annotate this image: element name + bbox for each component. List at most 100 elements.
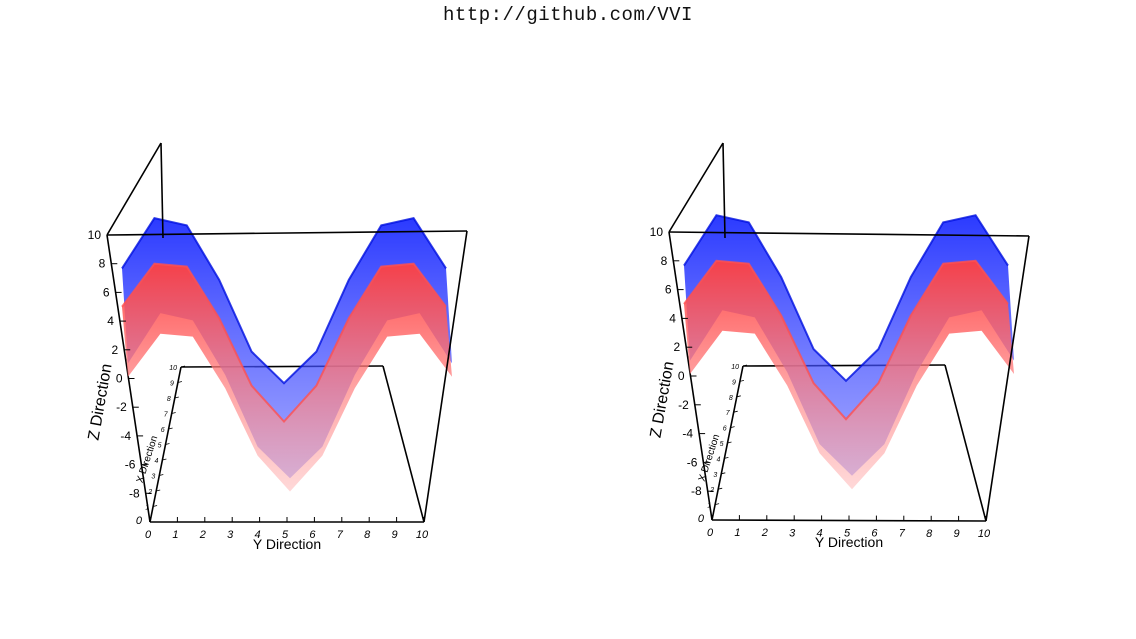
z-tick-label: -8	[129, 486, 140, 500]
y-tick-label: 7	[337, 529, 344, 541]
z-tick-label: 2	[674, 340, 681, 354]
x-tick	[736, 395, 741, 398]
y-axis-title: Y Direction	[815, 534, 883, 550]
x-tick	[727, 441, 732, 444]
z-tick-label: 8	[661, 254, 668, 268]
x-tick-label: 5	[158, 443, 162, 450]
surface-ridge-2	[683, 259, 1009, 421]
y-tick-label: 3	[789, 527, 796, 539]
y-tick-label: 9	[954, 528, 960, 540]
x-tick	[739, 380, 744, 382]
x-tick-label: 2	[147, 489, 152, 496]
x-tick-label: 1	[707, 503, 711, 510]
surface-plot-left: 0 1 2 3 4 5 6 7 8 9 10Y Direction-8-6-4-202468100Z…	[85, 142, 468, 552]
y-tick-label: 10	[978, 528, 991, 540]
z-tick-label: 0	[678, 369, 685, 383]
z-tick-label: 6	[103, 285, 110, 299]
surface-series-2	[684, 260, 1014, 490]
surface-ridge-2	[121, 262, 447, 424]
z-tick-label-origin: 0	[698, 513, 705, 525]
x-tick-label: 3	[713, 472, 717, 479]
x-tick	[156, 489, 161, 492]
x-tick-label: 2	[709, 487, 714, 494]
x-tick-label: 10	[731, 364, 739, 371]
z-tick-label: -8	[691, 484, 702, 498]
x-tick	[715, 503, 720, 505]
x-tick-label: 6	[161, 427, 165, 434]
x-tick-label: 4	[154, 458, 158, 465]
y-tick-label: 3	[227, 529, 234, 541]
x-tick	[733, 410, 738, 413]
z-tick-label: 4	[669, 311, 676, 325]
x-tick-label: 6	[723, 426, 727, 433]
y-tick-label: 1	[172, 529, 178, 541]
y-tick-label: 7	[899, 528, 906, 540]
z-tick-label: -4	[682, 427, 693, 441]
x-tick-label: 9	[170, 381, 174, 388]
x-tick-label: 1	[145, 505, 149, 512]
x-tick	[159, 474, 164, 476]
x-tick-label: 8	[167, 396, 171, 403]
y-tick-label: 6	[309, 529, 316, 541]
y-tick-label: 5	[844, 528, 851, 540]
x-tick-label: 5	[720, 441, 724, 448]
axis-edge-back-vertical	[160, 142, 164, 239]
z-tick-label: 6	[665, 283, 672, 297]
y-tick-label: 0	[707, 527, 714, 539]
x-tick	[168, 427, 173, 430]
surface-ridge-1	[121, 217, 447, 385]
axis-edge-top-left	[106, 142, 162, 236]
x-tick-label: 7	[164, 412, 169, 419]
axis-edge-right-bottom	[382, 365, 425, 523]
y-axis-title: Y Direction	[253, 536, 321, 552]
x-tick	[177, 381, 182, 383]
z-axis-title: Z Direction	[85, 363, 115, 442]
z-tick-label-origin: 0	[136, 515, 143, 527]
x-tick	[180, 365, 186, 368]
x-tick	[171, 412, 176, 414]
x-tick	[165, 443, 170, 445]
z-tick-label: 2	[112, 343, 119, 357]
x-tick-label: 8	[729, 395, 733, 402]
surface-series-1	[122, 218, 452, 479]
z-tick-label: -2	[678, 398, 689, 412]
page-title: http://github.com/VVI	[443, 4, 693, 26]
z-tick-label: 8	[99, 257, 106, 271]
z-tick-label: -6	[687, 455, 698, 469]
x-tick	[174, 396, 179, 399]
x-tick	[153, 505, 158, 507]
y-tick-label: 9	[392, 529, 398, 541]
axis-edge-top-front	[668, 231, 1030, 237]
y-tick-label: 0	[145, 529, 152, 541]
surface-plot-right: 0 1 2 3 4 5 6 7 8 9 10Y Direction-8-6-4-202468100Z…	[647, 142, 1030, 550]
y-tick-label: 2	[761, 527, 768, 539]
y-tick-label: 4	[817, 527, 823, 539]
x-tick	[718, 487, 723, 490]
z-tick-label: -2	[116, 400, 127, 414]
z-tick-label: -6	[125, 458, 136, 472]
z-axis-title: Z Direction	[647, 360, 677, 439]
surface-series-2	[122, 263, 452, 492]
surface-ridge-1	[683, 214, 1009, 383]
z-tick-label: 0	[116, 372, 123, 386]
x-tick-label: 10	[169, 365, 177, 372]
x-tick	[742, 364, 748, 367]
axis-edge-top-front	[106, 230, 468, 236]
x-tick-label: 9	[732, 379, 736, 386]
z-tick-label: 10	[88, 228, 102, 242]
y-tick-label: 2	[199, 529, 206, 541]
axis-edge-right-bottom	[944, 364, 987, 522]
y-tick-label: 5	[282, 529, 289, 541]
x-tick-label: 7	[726, 410, 731, 417]
y-tick-label: 4	[255, 529, 261, 541]
z-tick-label: -4	[120, 429, 131, 443]
axis-edge-back-vertical	[722, 142, 726, 239]
axis-edge-right-vertical	[985, 235, 1030, 522]
y-tick-label: 8	[364, 529, 371, 541]
surface-series-1	[684, 215, 1014, 476]
x-tick	[724, 457, 729, 459]
x-tick	[730, 426, 735, 428]
x-tick-label: 4	[716, 456, 720, 463]
z-tick-label: 10	[650, 225, 664, 239]
